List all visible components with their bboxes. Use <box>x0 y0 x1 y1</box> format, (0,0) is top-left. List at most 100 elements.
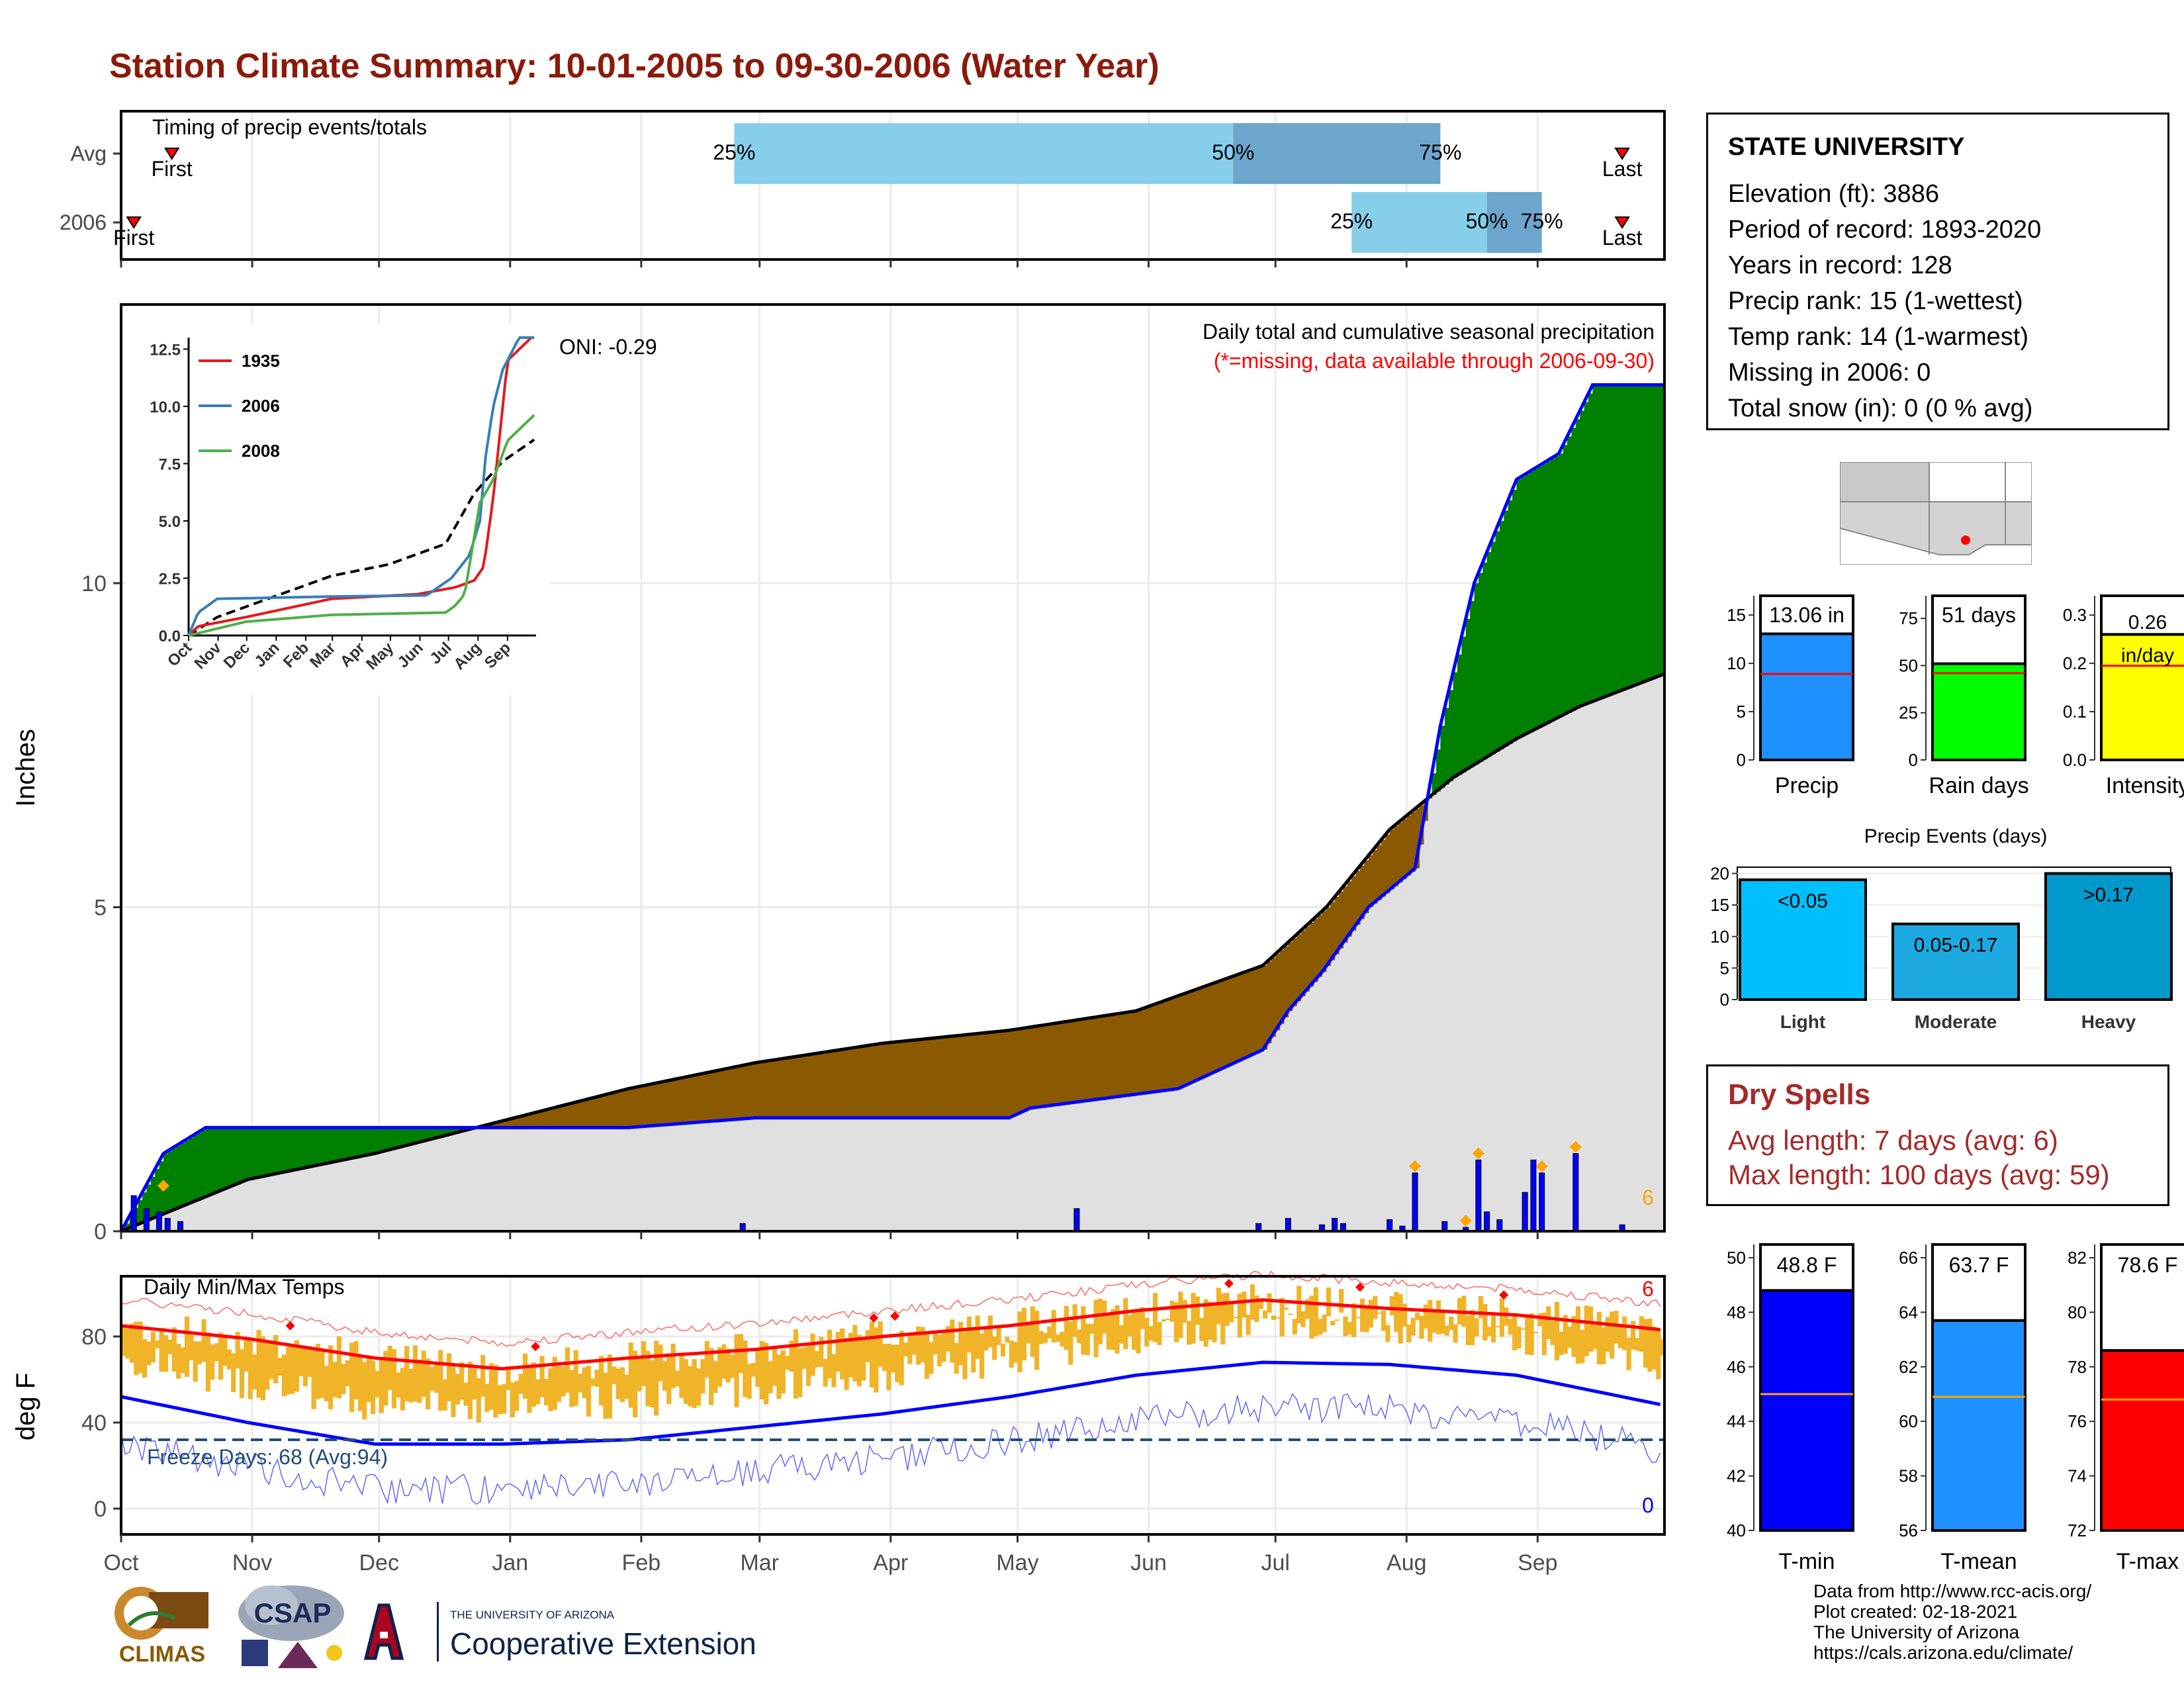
cumulative-diff-segment <box>1470 600 1475 768</box>
daily-temp-bar <box>810 1333 815 1376</box>
daily-temp-bar <box>996 1328 1001 1345</box>
cumulative-diff-segment <box>1322 911 1327 972</box>
daily-temp-bar <box>874 1327 879 1393</box>
daily-temp-bar <box>1347 1321 1353 1335</box>
cumulative-diff-segment <box>806 1055 811 1118</box>
cumulative-diff-segment <box>1026 1027 1031 1110</box>
cumulative-diff-segment <box>1127 1012 1132 1096</box>
daily-temp-bar <box>903 1342 909 1357</box>
daily-temp-bar <box>1635 1338 1640 1351</box>
temp-title: Daily Min/Max Temps <box>144 1275 344 1299</box>
daily-temp-bar <box>1580 1330 1585 1364</box>
csap-logo: CSAP <box>232 1579 351 1678</box>
daily-temp-bar <box>844 1338 849 1390</box>
daily-temp-bar <box>345 1360 350 1387</box>
cumulative-diff-segment <box>1309 922 1314 987</box>
cumulative-diff-segment <box>1347 881 1352 937</box>
daily-temp-bar <box>768 1361 773 1393</box>
timing-last-label: Last <box>1602 157 1643 181</box>
cumulative-diff-segment <box>1529 471 1534 733</box>
daily-temp-bar <box>1157 1322 1162 1345</box>
cumulative-diff-segment <box>167 1150 173 1213</box>
mini-bar-ytick-label: 0.2 <box>2063 653 2087 673</box>
daily-temp-bar <box>776 1354 782 1399</box>
cumulative-diff-segment <box>945 1037 950 1118</box>
daily-temp-bar <box>1115 1305 1120 1354</box>
cumulative-diff-segment <box>1647 385 1653 680</box>
daily-temp-bar <box>400 1368 405 1411</box>
cumulative-diff-segment <box>1169 998 1175 1090</box>
cumulative-diff-segment <box>336 1127 341 1162</box>
footer-line: Plot created: 02-18-2021 <box>1813 1601 2018 1622</box>
cumulative-diff-segment <box>1136 1011 1141 1095</box>
precip-events-ytick-label: 20 <box>1710 864 1729 884</box>
daily-temp-bar <box>1228 1304 1234 1323</box>
daily-temp-bar <box>840 1328 845 1380</box>
daily-temp-bar <box>603 1372 608 1419</box>
cumulative-diff-segment <box>1499 520 1504 749</box>
daily-precip-bar <box>143 1208 150 1232</box>
missing-count-label: 6 <box>1642 1186 1654 1209</box>
cumulative-diff-segment <box>1465 618 1471 770</box>
daily-temp-bar <box>734 1334 739 1407</box>
cumulative-diff-segment <box>582 1100 587 1128</box>
month-label: Nov <box>232 1550 272 1575</box>
cumulative-diff-segment <box>628 1088 633 1128</box>
cumulative-diff-segment <box>844 1049 849 1118</box>
temp-frame <box>120 1275 1666 1536</box>
cumulative-diff-segment <box>298 1127 304 1170</box>
cumulative-diff-segment <box>349 1127 354 1159</box>
cumulative-diff-segment <box>1199 988 1205 1079</box>
daily-temp-bar <box>1152 1293 1158 1342</box>
cumulative-diff-segment <box>776 1059 782 1118</box>
cumulative-diff-segment <box>1435 749 1441 792</box>
daily-temp-bar <box>1563 1315 1568 1354</box>
inset-legend-label: 2008 <box>242 441 280 461</box>
cumulative-diff-segment <box>1297 934 1302 1002</box>
daily-temp-bar <box>615 1368 621 1399</box>
inset-ytick-label: 2.5 <box>159 570 181 588</box>
daily-temp-bar <box>260 1336 266 1401</box>
cumulative-diff-segment <box>311 1127 316 1167</box>
timing-p25-label: 25% <box>1330 209 1373 233</box>
daily-temp-bar <box>522 1353 528 1399</box>
mini-bar <box>1759 632 1854 761</box>
cumulative-diff-segment <box>1123 1013 1128 1096</box>
daily-temp-bar <box>1546 1306 1551 1340</box>
cumulative-diff-segment <box>1203 986 1208 1077</box>
cumulative-diff-segment <box>565 1105 570 1128</box>
month-label: Aug <box>1387 1550 1427 1575</box>
daily-temp-bar <box>1106 1313 1111 1350</box>
cumulative-diff-segment <box>222 1127 228 1190</box>
cumulative-diff-segment <box>1161 1002 1166 1091</box>
daily-temp-bar <box>1656 1330 1661 1380</box>
inset-line-2006 <box>187 336 535 636</box>
timing-last-label: Last <box>1602 226 1643 250</box>
daily-temp-bar <box>1359 1298 1365 1333</box>
cumulative-diff-segment <box>1537 466 1543 728</box>
daily-temp-bar <box>1605 1317 1610 1352</box>
daily-temp-bar <box>1089 1324 1095 1335</box>
daily-temp-bar <box>1263 1310 1268 1319</box>
cumulative-diff-segment <box>527 1114 532 1128</box>
cumulative-diff-segment <box>1246 971 1251 1058</box>
daily-temp-bar <box>780 1350 786 1394</box>
daily-temp-bar <box>1617 1324 1623 1348</box>
daily-temp-bar <box>801 1347 807 1369</box>
cumulative-diff-segment <box>265 1127 270 1176</box>
timing-bar-25-50 <box>1351 192 1487 253</box>
cumulative-diff-segment <box>1330 902 1336 961</box>
daily-temp-bar <box>578 1374 583 1393</box>
cumulative-diff-segment <box>260 1127 265 1177</box>
daily-temp-bar <box>1148 1326 1154 1341</box>
daily-temp-bar <box>759 1340 764 1400</box>
daily-temp-bar <box>1592 1323 1598 1350</box>
daily-temp-bar <box>573 1350 578 1406</box>
cumulative-diff-segment <box>1478 573 1483 763</box>
temp-bar-ytick-label: 58 <box>1899 1466 1918 1486</box>
daily-temp-bar <box>958 1321 964 1366</box>
temp-bar <box>1759 1289 1854 1532</box>
ua-divider <box>437 1602 439 1662</box>
temp-bar-ytick-label: 50 <box>1727 1248 1746 1268</box>
daily-temp-bar <box>357 1356 363 1411</box>
